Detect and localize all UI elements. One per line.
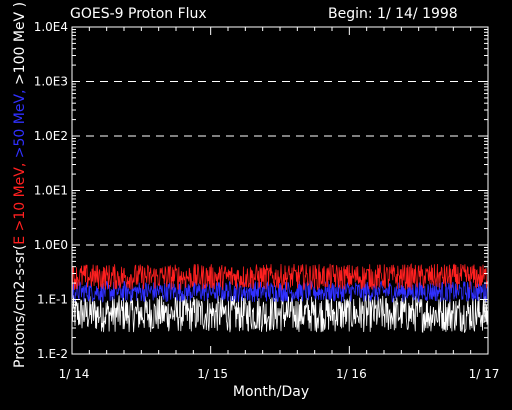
x-tick-label: 1/ 16	[336, 367, 367, 381]
series-layer	[71, 263, 489, 334]
series-line--50-mev	[71, 279, 489, 303]
x-tick-label: 1/ 14	[59, 367, 90, 381]
y-tick-label: 1.E-1	[37, 293, 68, 307]
y-axis-label-part: >50 MeV,	[12, 85, 28, 158]
y-axis-label-part: >100 MeV )	[12, 2, 28, 85]
y-tick-label: 1.E-2	[37, 347, 68, 361]
grid-lines	[72, 81, 488, 246]
y-tick-label: 1.0E1	[34, 184, 68, 198]
x-axis-label: Month/Day	[233, 384, 309, 400]
y-tick-label: 1.0E0	[34, 238, 68, 252]
x-tick-label: 1/ 15	[197, 367, 228, 381]
y-tick-label: 1.0E3	[34, 75, 68, 89]
y-axis-label: Protons/cm2-s-sr(E >10 MeV, >50 MeV, >10…	[12, 2, 28, 368]
y-axis-label-part: E >10 MeV,	[12, 158, 28, 244]
series-line-e-10-mev	[71, 263, 489, 291]
y-tick-label: 1.0E2	[34, 129, 68, 143]
y-axis-label-part: Protons/cm2-s-sr(	[12, 245, 28, 368]
begin-date-label: Begin: 1/ 14/ 1998	[328, 6, 458, 22]
x-axis-ticks: 1/ 14 1/ 15 1/ 16 1/ 17	[59, 27, 500, 381]
series-line--100-mev	[71, 294, 489, 334]
x-tick-label: 1/ 17	[469, 367, 500, 381]
chart-title: GOES-9 Proton Flux	[70, 6, 207, 22]
y-tick-label: 1.0E4	[34, 20, 68, 34]
y-axis-ticks: 1.0E4 1.0E3 1.0E2 1.0E1 1.0E0 1.E-1 1.E-2	[34, 20, 488, 361]
